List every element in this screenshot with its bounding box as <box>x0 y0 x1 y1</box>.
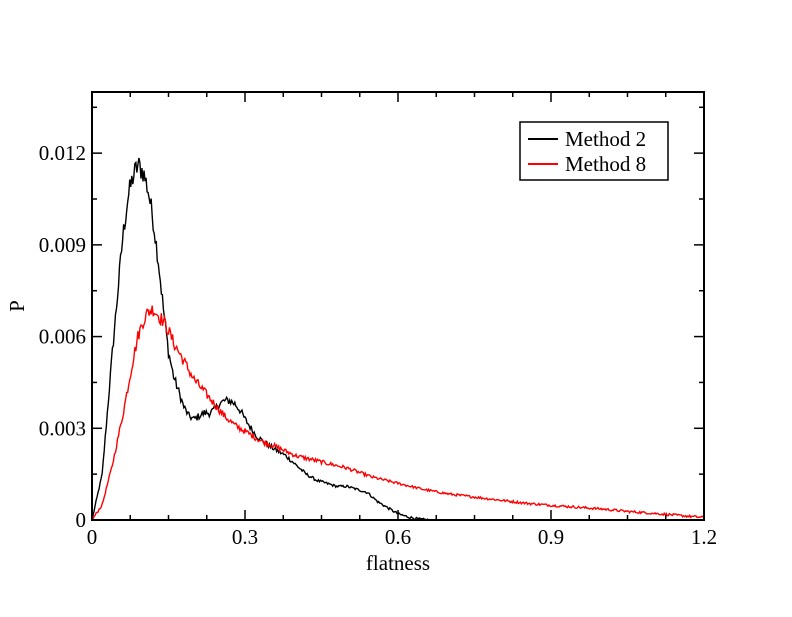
y-tick-label: 0.003 <box>39 416 86 440</box>
series-line-1 <box>91 157 430 521</box>
legend-label-2: Method 8 <box>565 152 646 176</box>
y-tick-label: 0.009 <box>39 233 86 257</box>
x-axis-title: flatness <box>366 551 430 575</box>
axes-layer: 0 0.3 0.6 0.9 1.2 0 0.003 0.006 0.009 0.012 flatne… <box>5 91 717 575</box>
y-tick-label: 0.012 <box>39 141 86 165</box>
series-line-2 <box>91 305 705 521</box>
x-tick-label: 0.9 <box>538 525 564 549</box>
y-axis-title: P <box>5 300 29 312</box>
legend-label-1: Method 2 <box>565 127 646 151</box>
x-tick-label: 1.2 <box>691 525 717 549</box>
series-layer <box>91 157 705 521</box>
y-tick-label: 0.006 <box>39 325 86 349</box>
x-tick-label: 0 <box>87 525 98 549</box>
x-tick-label: 0.6 <box>385 525 411 549</box>
y-tick-label: 0 <box>76 508 87 532</box>
legend-box <box>519 121 669 181</box>
x-tick-label: 0.3 <box>232 525 258 549</box>
